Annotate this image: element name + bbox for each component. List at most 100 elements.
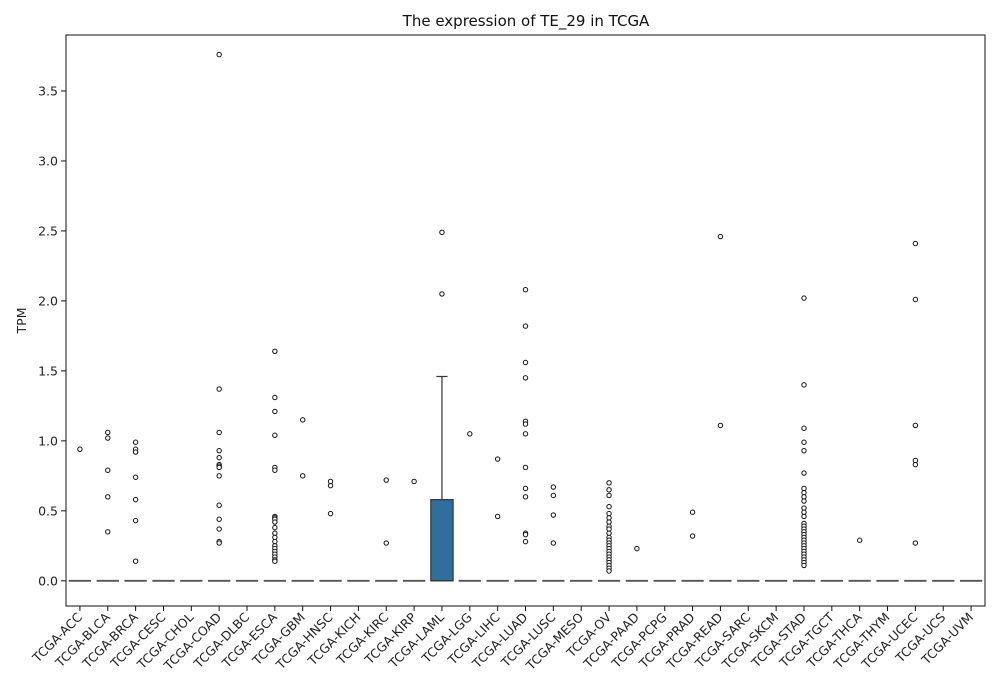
- outlier-point: [606, 480, 612, 486]
- outlier-point: [717, 422, 724, 429]
- outlier-point: [132, 517, 139, 524]
- outlier-point: [912, 240, 919, 247]
- outlier-point: [216, 464, 222, 471]
- outlier-point: [522, 494, 529, 500]
- y-tick-label: 2.0: [38, 293, 58, 308]
- outlier-point: [522, 464, 529, 471]
- outlier-point: [272, 348, 278, 354]
- outlier-point: [272, 467, 278, 473]
- outlier-point: [105, 494, 111, 500]
- box-tcga-ov: [597, 480, 621, 582]
- outlier-point: [216, 502, 222, 508]
- outlier-point: [689, 509, 696, 515]
- box-tcga-lgg: [458, 431, 481, 582]
- box-tcga-lusc: [542, 484, 565, 582]
- outlier-point: [550, 492, 557, 499]
- outlier-point: [216, 447, 222, 454]
- outlier-point: [717, 233, 724, 240]
- box-tcga-luad: [514, 287, 537, 582]
- outlier-point: [522, 287, 529, 293]
- outlier-point: [272, 558, 278, 564]
- outlier-point: [634, 545, 640, 552]
- outlier-point: [272, 394, 278, 401]
- outlier-point: [522, 538, 529, 545]
- box-tcga-kirp: [402, 478, 426, 582]
- y-tick-label: 0.5: [38, 503, 58, 518]
- outlier-point: [383, 540, 389, 546]
- y-tick-label: 3.0: [38, 153, 58, 168]
- outlier-point: [300, 417, 306, 423]
- outlier-point: [606, 487, 612, 493]
- outlier-point: [105, 529, 111, 535]
- outlier-point: [522, 421, 529, 427]
- box-body: [430, 499, 454, 582]
- outlier-point: [912, 422, 919, 429]
- outlier-point: [272, 432, 278, 438]
- outlier-point: [132, 558, 139, 564]
- outlier-point: [550, 484, 557, 490]
- y-tick-label: 1.0: [38, 433, 58, 448]
- outlier-point: [550, 512, 557, 518]
- box-tcga-hnsc: [319, 478, 342, 582]
- outlier-point: [383, 477, 389, 483]
- outlier-point: [912, 461, 919, 468]
- box-tcga-prad: [681, 509, 704, 582]
- outlier-point: [801, 295, 807, 301]
- box-tcga-lihc: [486, 456, 509, 582]
- box-tcga-thca: [848, 537, 871, 582]
- outlier-point: [467, 431, 473, 437]
- outlier-point: [132, 474, 139, 480]
- outlier-point: [494, 456, 501, 462]
- outlier-point: [411, 478, 417, 485]
- outlier-point: [606, 503, 612, 510]
- outlier-point: [105, 429, 111, 436]
- outlier-point: [912, 540, 919, 546]
- outlier-point: [216, 51, 222, 58]
- outlier-point: [272, 519, 278, 525]
- outlier-point: [272, 408, 278, 415]
- outlier-point: [522, 375, 529, 381]
- outlier-point: [439, 291, 445, 297]
- outlier-point: [272, 524, 278, 531]
- outlier-point: [606, 492, 612, 499]
- box-tcga-gbm: [291, 417, 314, 582]
- box-tcga-coad: [208, 51, 231, 582]
- outlier-point: [132, 449, 139, 455]
- outlier-point: [522, 359, 529, 366]
- box-tcga-ucec: [904, 240, 927, 582]
- outlier-point: [689, 533, 696, 539]
- outlier-point: [801, 447, 807, 454]
- outlier-point: [216, 386, 222, 392]
- box-tcga-laml: [430, 229, 454, 582]
- outlier-point: [522, 431, 529, 437]
- outlier-point: [216, 473, 222, 479]
- outlier-point: [132, 496, 139, 503]
- outlier-point: [300, 473, 306, 479]
- y-tick-label: 1.5: [38, 363, 58, 378]
- box-tcga-paad: [625, 545, 649, 582]
- outlier-point: [327, 510, 334, 517]
- outlier-point: [801, 439, 807, 445]
- box-tcga-acc: [68, 446, 92, 582]
- box-tcga-read: [709, 233, 732, 582]
- outlier-point: [801, 513, 807, 520]
- outlier-point: [801, 562, 807, 569]
- outlier-point: [77, 446, 83, 452]
- outlier-point: [801, 425, 807, 431]
- outlier-point: [912, 296, 919, 303]
- y-axis-label: TPM: [14, 308, 29, 335]
- box-tcga-blca: [96, 429, 119, 582]
- y-tick-label: 0.0: [38, 573, 58, 588]
- outlier-point: [801, 470, 807, 476]
- axes-frame: [65, 34, 986, 607]
- y-tick-label: 3.5: [38, 83, 58, 98]
- outlier-point: [550, 540, 557, 546]
- outlier-point: [216, 516, 222, 522]
- outlier-point: [216, 540, 222, 546]
- outlier-point: [856, 537, 863, 543]
- outlier-point: [522, 531, 529, 538]
- box-tcga-stad: [792, 295, 816, 582]
- box-tcga-esca: [263, 348, 287, 582]
- outlier-point: [522, 323, 529, 329]
